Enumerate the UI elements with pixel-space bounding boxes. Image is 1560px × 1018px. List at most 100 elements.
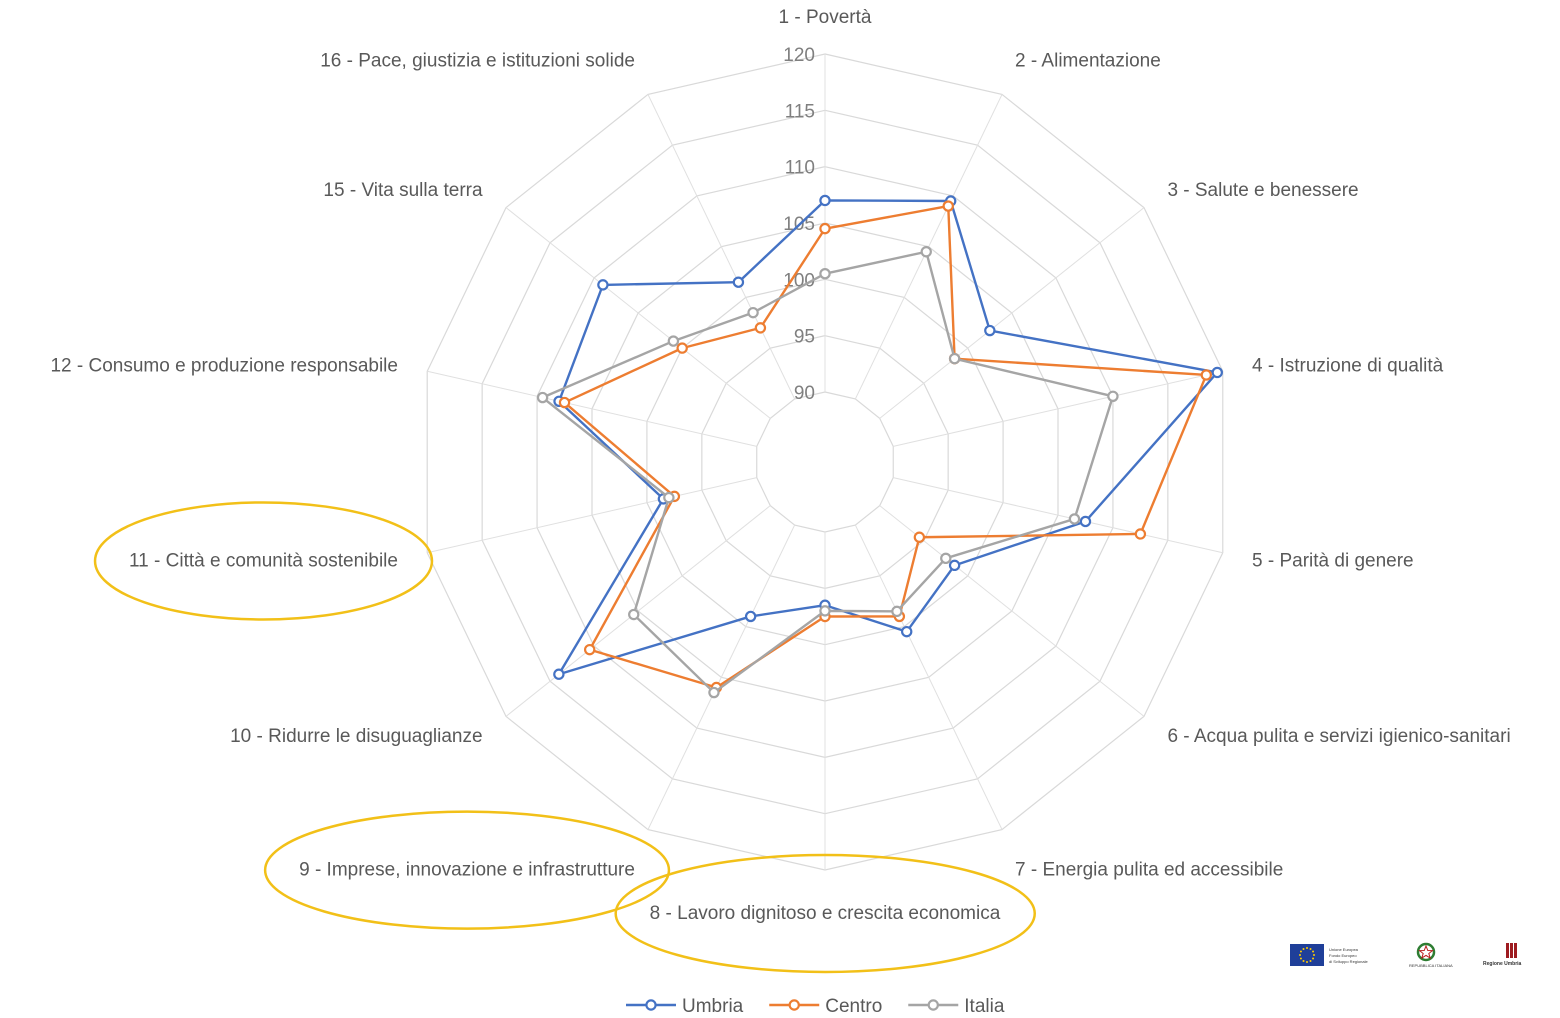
tick-label: 100 [783, 270, 815, 291]
grid-spoke [647, 524, 796, 830]
series-group [536, 194, 1223, 699]
legend-swatch-marker [645, 999, 657, 1011]
tick-label: 90 [794, 383, 815, 404]
data-point [536, 391, 549, 404]
category-label: 10 - Ridurre le disuguaglianze [230, 726, 482, 747]
grid-ring [756, 391, 894, 533]
data-point [948, 559, 961, 572]
grid-spoke [647, 94, 796, 400]
grid-spoke [893, 370, 1223, 447]
data-point [819, 268, 831, 280]
grid-spoke [879, 207, 1145, 419]
category-label: 11 - Città e comunità sostenibile [129, 550, 398, 571]
data-point [754, 322, 767, 334]
data-point [628, 608, 640, 621]
data-point [732, 276, 745, 288]
data-point [984, 324, 996, 337]
highlight-ellipses [93, 501, 1036, 974]
eu-star [1302, 947, 1305, 950]
eu-star [1309, 947, 1312, 950]
tick-label: 95 [794, 327, 815, 348]
eu-star [1306, 961, 1308, 963]
highlight-ellipse [263, 810, 671, 930]
legend-label: Centro [825, 996, 882, 1017]
eu-logo-line1: Unione Europea [1329, 947, 1359, 952]
category-label: 8 - Lavoro dignitoso e crescita economic… [650, 903, 1001, 924]
data-point [1068, 513, 1081, 525]
category-label: 5 - Parità di genere [1252, 550, 1414, 571]
eu-star [1299, 950, 1302, 953]
series-line [563, 204, 1208, 689]
data-point [920, 246, 932, 258]
highlight-ellipse [614, 853, 1036, 974]
category-label: 15 - Vita sulla terra [323, 180, 483, 201]
data-point [708, 686, 720, 699]
category-label: 12 - Consumo e produzione responsabile [50, 356, 398, 377]
series-italia [536, 246, 1119, 699]
eu-star [1302, 960, 1305, 963]
category-labels: 1 - Povertà 2 - Alimentazione 3 - Salute e… [50, 7, 1510, 924]
category-label: 9 - Imprese, innovazione e infrastruttur… [299, 860, 635, 881]
grid-spoke [427, 370, 757, 447]
category-label: 6 - Acqua pulita e servizi igienico-sani… [1167, 726, 1510, 747]
eu-stars-icon [1299, 947, 1315, 963]
highlight-ellipse [93, 501, 434, 621]
repubblica-text: REPUBBLICA ITALIANA [1409, 963, 1453, 968]
category-label: 16 - Pace, giustizia e istituzioni solid… [320, 50, 635, 71]
data-point [1107, 390, 1119, 402]
eu-star [1312, 957, 1315, 960]
category-label: 2 - Alimentazione [1015, 50, 1161, 71]
series-umbria [553, 194, 1223, 680]
data-point [744, 610, 757, 623]
eu-logo-line3: di Sviluppo Regionale [1329, 959, 1368, 964]
data-point [948, 352, 961, 365]
data-point [891, 605, 903, 618]
data-point [942, 200, 954, 212]
data-point [553, 668, 565, 680]
data-point [667, 335, 680, 347]
emblem-icon [1416, 942, 1436, 962]
legend-swatch-marker [788, 999, 800, 1011]
logo-regione-umbria: Regione Umbria [1483, 943, 1522, 967]
data-point [819, 605, 831, 617]
grid-spoke [427, 477, 757, 554]
series-line [557, 199, 1219, 676]
grid-spoke [854, 524, 1003, 830]
data-point [676, 342, 688, 354]
eu-star [1309, 960, 1312, 963]
data-point [913, 531, 926, 543]
radar-spokes [427, 54, 1223, 870]
data-point [597, 279, 609, 291]
data-point [1079, 515, 1092, 528]
eu-star [1306, 947, 1308, 949]
legend-label: Umbria [682, 996, 744, 1017]
eu-flag [1290, 944, 1324, 966]
data-point [819, 194, 831, 207]
legend-item-centro: Centro [769, 996, 882, 1017]
data-point [1200, 369, 1212, 381]
eu-star [1299, 957, 1302, 960]
eu-logo-line2: Fondo Europeo [1329, 953, 1357, 958]
data-point [1134, 528, 1147, 540]
legend: Umbria Centro Italia [626, 996, 1005, 1017]
regione-umbria-emblem-icon [1506, 943, 1517, 958]
data-point [558, 396, 571, 409]
eu-star [1313, 954, 1315, 956]
data-point [663, 491, 675, 504]
category-label: 7 - Energia pulita ed accessibile [1015, 860, 1283, 881]
grid-spoke [505, 207, 771, 419]
data-point [1211, 366, 1223, 379]
category-label: 1 - Povertà [779, 7, 872, 28]
grid-spoke [893, 477, 1223, 554]
tick-label: 110 [785, 158, 815, 179]
legend-item-umbria: Umbria [626, 996, 744, 1017]
logo-eu: Unione Europea Fondo Europeo di Sviluppo… [1290, 944, 1368, 966]
data-point [901, 625, 913, 638]
category-label: 4 - Istruzione di qualità [1252, 356, 1444, 377]
legend-label: Italia [964, 996, 1005, 1017]
data-point [583, 643, 596, 656]
tick-label: 115 [785, 101, 815, 122]
data-point [940, 552, 952, 565]
